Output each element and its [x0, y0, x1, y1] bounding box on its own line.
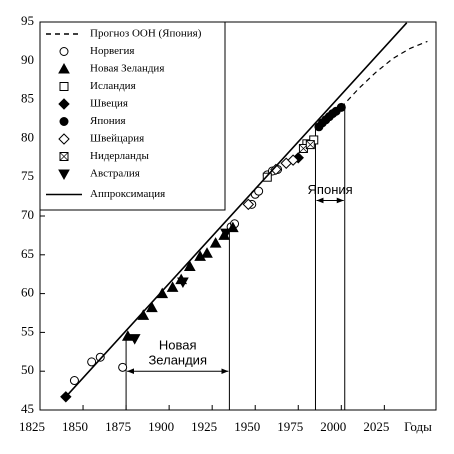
marker-part: [59, 152, 69, 161]
x-tick-label: 1825: [19, 419, 45, 434]
y-tick-label: 70: [21, 207, 34, 222]
legend-label: Прогноз ООН (Япония): [90, 28, 202, 40]
legend-label: Норвегия: [90, 45, 134, 57]
x-tick-label: 1850: [62, 419, 88, 434]
marker: [220, 228, 232, 240]
x-tick-label: 2000: [320, 419, 346, 434]
legend-box: [39, 21, 226, 211]
marker: [262, 172, 272, 182]
annotation-text: Япония: [308, 182, 353, 197]
marker: [58, 98, 70, 110]
y-tick-label: 75: [21, 168, 34, 183]
marker: [59, 152, 69, 161]
y-tick-label: 95: [21, 13, 34, 28]
marker: [58, 169, 70, 181]
marker: [209, 237, 222, 248]
x-tick-label: 1950: [234, 419, 260, 434]
marker: [166, 281, 179, 292]
legend-label: Швейцария: [90, 133, 144, 145]
marker: [59, 117, 69, 126]
legend-label: Исландия: [90, 80, 136, 92]
x-axis-label: Годы: [404, 419, 432, 434]
marker: [242, 198, 255, 211]
y-tick-label: 90: [21, 52, 34, 67]
legend-label: Япония: [90, 115, 126, 127]
annotation-text: Зеландия: [148, 353, 207, 368]
marker: [177, 277, 189, 288]
marker: [183, 260, 196, 271]
marker: [95, 352, 105, 362]
x-tick-label: 2025: [363, 419, 389, 434]
marker: [254, 186, 264, 196]
marker: [87, 357, 97, 367]
y-tick-label: 45: [21, 401, 34, 416]
marker-part: [306, 140, 315, 149]
marker: [59, 82, 69, 91]
y-tick-label: 85: [21, 91, 34, 106]
legend-label: Аппроксимация: [90, 188, 165, 200]
y-tick-label: 65: [21, 246, 34, 261]
fit-line: [65, 22, 408, 398]
marker: [146, 301, 158, 313]
marker: [305, 140, 315, 150]
marker: [118, 362, 128, 372]
x-tick-label: 1900: [148, 419, 174, 434]
y-tick-label: 50: [21, 362, 34, 377]
legend-label: Швеция: [90, 98, 128, 110]
marker: [59, 47, 69, 56]
x-tick-label: 1925: [191, 419, 217, 434]
legend: Прогноз ООН (Япония) Норвегия Новая Зеланд…: [39, 21, 226, 211]
x-tick-label: 1875: [105, 419, 131, 434]
marker: [69, 376, 79, 386]
legend-label: Австралия: [90, 168, 140, 180]
x-tick-label: 1975: [277, 419, 303, 434]
y-tick-label: 80: [21, 129, 34, 144]
legend-label: Новая Зеландия: [90, 63, 164, 75]
legend-label: Нидерланды: [90, 150, 150, 162]
y-tick-label: 55: [21, 323, 34, 338]
marker: [58, 133, 70, 145]
marker: [128, 334, 141, 345]
marker: [201, 247, 213, 258]
marker: [58, 62, 70, 74]
y-tick-label: 60: [21, 285, 34, 300]
marker: [336, 102, 346, 112]
marker: [270, 163, 282, 176]
annotation-text: Новая: [159, 338, 197, 353]
forecast-line: [340, 40, 428, 108]
marker: [287, 154, 299, 166]
